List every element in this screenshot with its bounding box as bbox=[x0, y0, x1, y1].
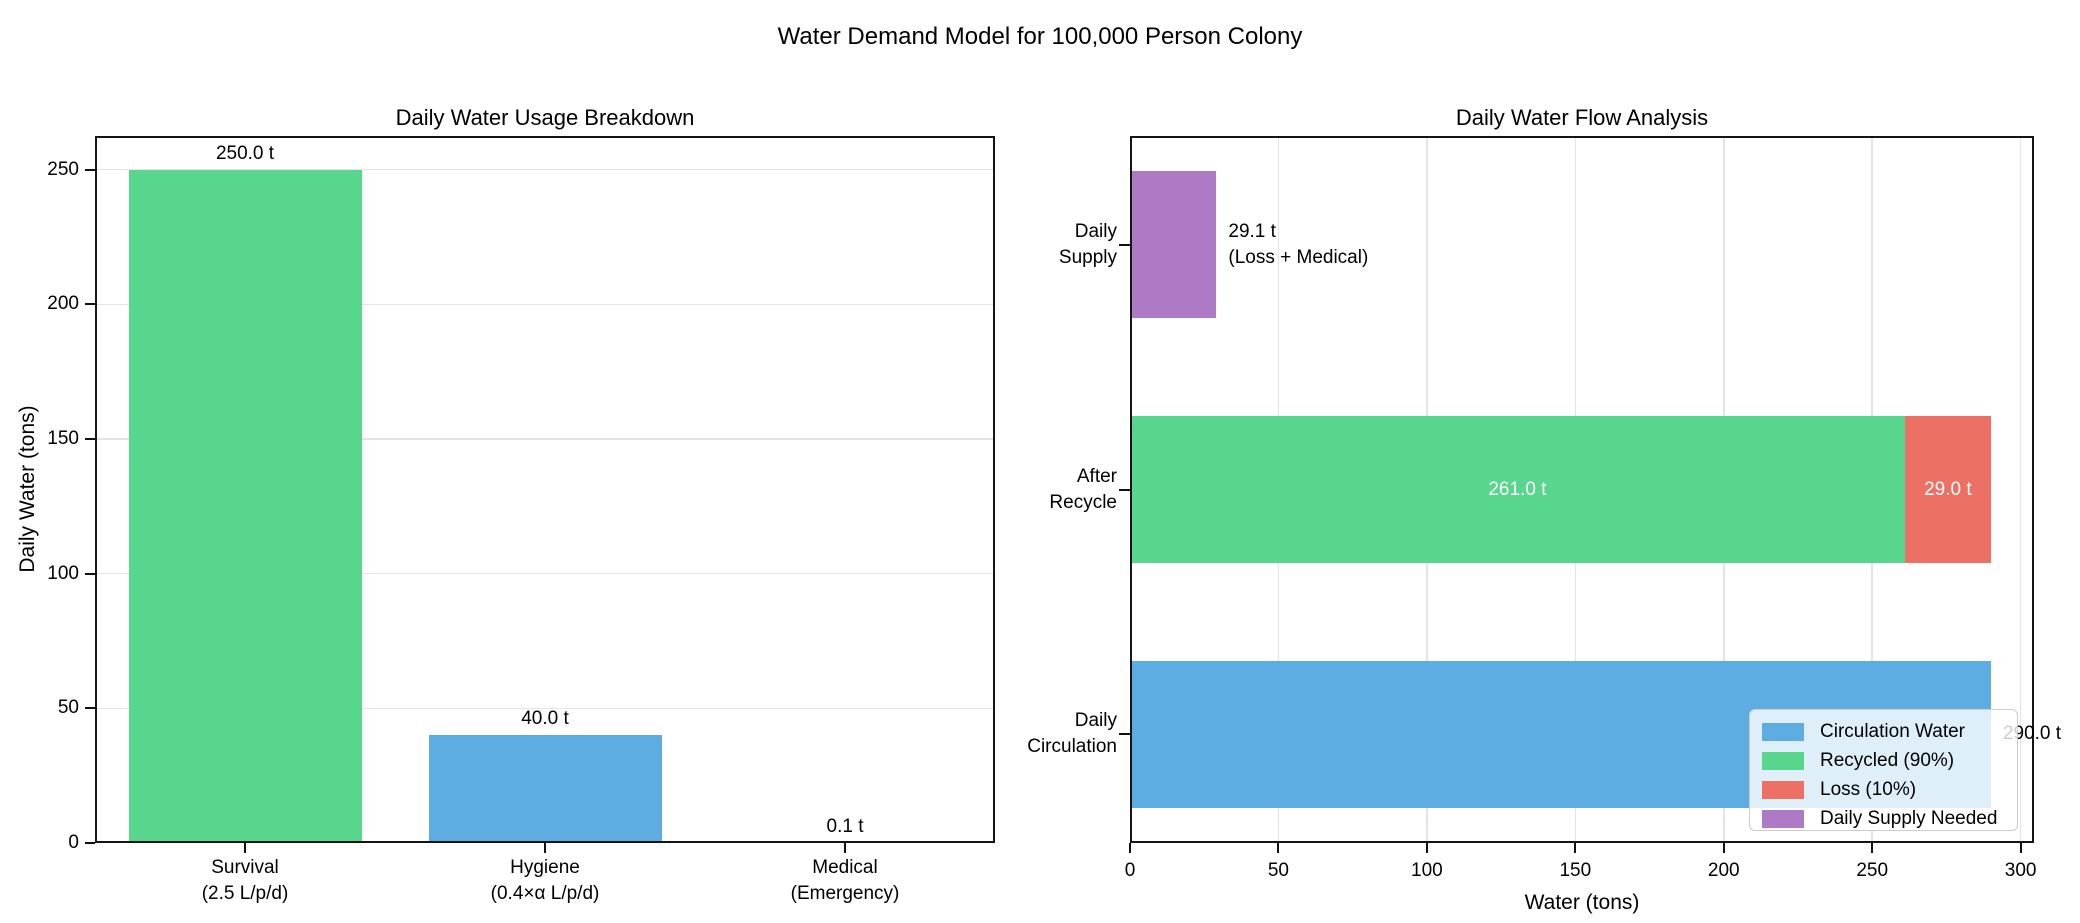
x-tick bbox=[2019, 843, 2022, 853]
y-tick-label: 250 bbox=[47, 158, 79, 180]
x-tick bbox=[1277, 843, 1280, 853]
x-tick bbox=[1129, 843, 1131, 853]
y-category-label: Daily Supply bbox=[1058, 220, 1117, 268]
x-tick-label: 300 bbox=[2004, 860, 2037, 881]
y-tick bbox=[85, 707, 95, 710]
legend-swatch bbox=[1762, 723, 1804, 741]
y-tick-label: 0 bbox=[68, 832, 79, 853]
y-gridline bbox=[95, 572, 995, 575]
x-tick-label: 50 bbox=[1267, 860, 1289, 881]
legend-item: Daily Supply Needed bbox=[1762, 806, 2007, 832]
legend-item: Loss (10%) bbox=[1762, 777, 2007, 803]
legend-label: Loss (10%) bbox=[1820, 779, 1917, 800]
right-chart-title: Daily Water Flow Analysis bbox=[1455, 105, 1709, 130]
x-tick bbox=[544, 843, 546, 853]
x-tick-label: 200 bbox=[1707, 860, 1740, 881]
legend-item: Recycled (90%) bbox=[1762, 748, 2007, 774]
y-tick bbox=[85, 168, 95, 171]
y-tick bbox=[85, 438, 95, 440]
y-tick bbox=[85, 303, 95, 306]
y-tick bbox=[85, 572, 95, 575]
x-tick bbox=[844, 843, 846, 853]
legend-swatch bbox=[1762, 810, 1804, 828]
left-chart-title: Daily Water Usage Breakdown bbox=[395, 105, 695, 130]
x-tick bbox=[1722, 843, 1725, 853]
bar-segment bbox=[1130, 416, 1905, 563]
legend-label: Circulation Water bbox=[1820, 721, 1966, 742]
left-y-axis-label: Daily Water (tons) bbox=[16, 405, 39, 573]
y-gridline bbox=[95, 303, 995, 306]
bar bbox=[128, 169, 362, 843]
y-gridline bbox=[95, 438, 995, 440]
bar-value-label: 0.1 t bbox=[826, 815, 864, 837]
y-category-label: Daily Circulation bbox=[1027, 710, 1117, 758]
legend-label: Daily Supply Needed bbox=[1820, 808, 1998, 829]
right-x-axis-label: Water (tons) bbox=[1524, 891, 1640, 914]
legend: Circulation Water Recycled (90%) Loss (10%… bbox=[1749, 709, 2018, 831]
y-tick-label: 100 bbox=[47, 562, 79, 584]
bar-segment bbox=[1130, 171, 1217, 319]
legend-label: Recycled (90%) bbox=[1820, 750, 1955, 771]
x-category-label: Hygiene (0.4×α L/p/d) bbox=[490, 857, 600, 904]
legend-swatch bbox=[1762, 781, 1804, 799]
x-category-label: Medical (Emergency) bbox=[790, 857, 900, 904]
figure-title: Water Demand Model for 100,000 Person Co… bbox=[777, 23, 1303, 50]
bar bbox=[428, 735, 662, 843]
x-tick bbox=[1871, 843, 1874, 853]
legend-swatch bbox=[1762, 752, 1804, 770]
x-tick bbox=[1425, 843, 1428, 853]
y-tick bbox=[1119, 488, 1130, 491]
y-gridline bbox=[95, 707, 995, 710]
y-tick-label: 50 bbox=[57, 697, 79, 719]
bar-value-label: 250.0 t bbox=[215, 142, 275, 164]
x-tick-label: 250 bbox=[1856, 860, 1889, 881]
x-tick bbox=[244, 843, 246, 853]
bar-annotation: 29.1 t (Loss + Medical) bbox=[1228, 220, 1369, 268]
bar-value-label: 40.0 t bbox=[521, 708, 569, 730]
y-category-label: After Recycle bbox=[1049, 465, 1117, 513]
x-tick-label: 0 bbox=[1124, 860, 1136, 881]
legend-item: Circulation Water bbox=[1762, 719, 2007, 745]
y-tick-label: 200 bbox=[47, 293, 79, 315]
segment-label: 261.0 t bbox=[1488, 478, 1547, 500]
y-tick bbox=[1119, 243, 1130, 246]
bar-segment bbox=[1904, 416, 1991, 563]
x-tick-label: 150 bbox=[1559, 860, 1592, 881]
x-gridline bbox=[2019, 136, 2022, 843]
segment-label: 29.0 t bbox=[1924, 478, 1972, 500]
y-tick-label: 150 bbox=[47, 428, 79, 449]
y-gridline bbox=[95, 168, 995, 171]
y-tick bbox=[1119, 733, 1130, 736]
y-tick bbox=[85, 842, 95, 844]
x-category-label: Survival (2.5 L/p/d) bbox=[201, 857, 289, 904]
x-tick bbox=[1574, 843, 1577, 853]
x-tick-label: 100 bbox=[1411, 860, 1443, 881]
